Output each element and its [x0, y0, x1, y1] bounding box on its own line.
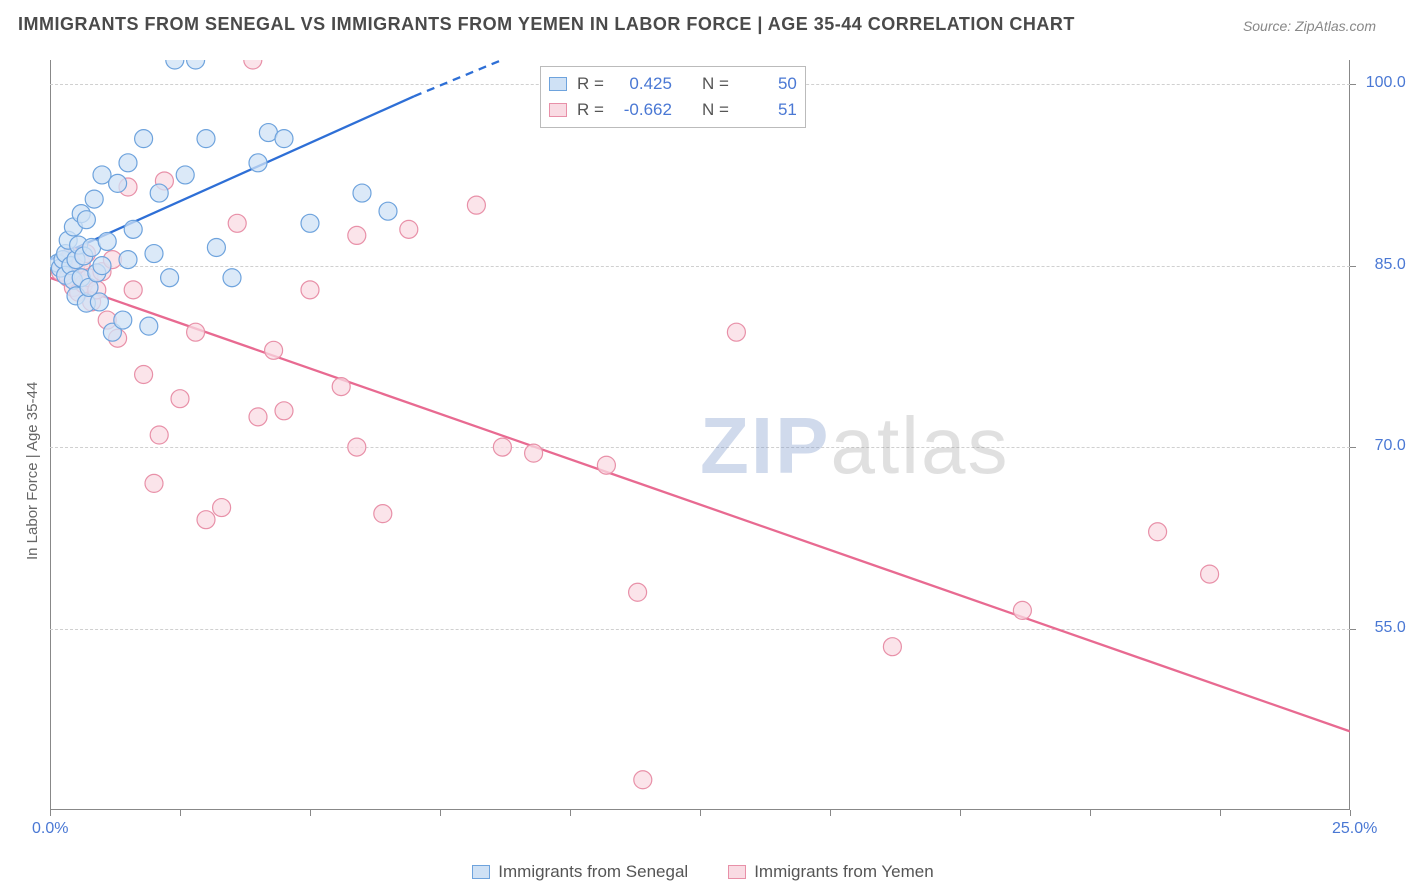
y-tick-label: 85.0% — [1375, 256, 1406, 274]
y-tick — [1350, 84, 1356, 85]
x-tick — [830, 810, 831, 816]
x-tick — [50, 810, 51, 816]
x-tick — [1350, 810, 1351, 816]
n-value-senegal: 50 — [739, 74, 797, 94]
r-label: R = — [577, 100, 604, 120]
x-tick — [180, 810, 181, 816]
y-tick — [1350, 629, 1356, 630]
legend-item-senegal: Immigrants from Senegal — [472, 862, 688, 882]
x-tick — [570, 810, 571, 816]
legend-label-yemen: Immigrants from Yemen — [754, 862, 934, 882]
legend-swatch-yemen — [549, 103, 567, 117]
y-tick — [1350, 447, 1356, 448]
chart-title: IMMIGRANTS FROM SENEGAL VS IMMIGRANTS FR… — [18, 14, 1075, 35]
y-tick-label: 55.0% — [1375, 619, 1406, 637]
x-tick — [960, 810, 961, 816]
legend-stats-row-yemen: R = -0.662 N = 51 — [549, 97, 797, 123]
n-label: N = — [702, 74, 729, 94]
source-label: Source: ZipAtlas.com — [1243, 18, 1376, 34]
legend-swatch-senegal — [549, 77, 567, 91]
legend-stats: R = 0.425 N = 50 R = -0.662 N = 51 — [540, 66, 806, 128]
y-axis-title: In Labor Force | Age 35-44 — [24, 382, 41, 560]
legend-item-yemen: Immigrants from Yemen — [728, 862, 934, 882]
legend-swatch-senegal — [472, 865, 490, 879]
n-label: N = — [702, 100, 729, 120]
r-label: R = — [577, 74, 604, 94]
x-tick-label: 0.0% — [32, 820, 68, 838]
legend-label-senegal: Immigrants from Senegal — [498, 862, 688, 882]
legend-stats-row-senegal: R = 0.425 N = 50 — [549, 71, 797, 97]
y-tick — [1350, 266, 1356, 267]
chart-svg — [50, 60, 1350, 810]
y-tick-label: 100.0% — [1366, 74, 1406, 92]
plot-area: 55.0%70.0%85.0%100.0% 0.0%25.0% ZIPatlas… — [50, 60, 1350, 810]
x-tick — [1220, 810, 1221, 816]
legend-series: Immigrants from Senegal Immigrants from … — [0, 862, 1406, 882]
legend-swatch-yemen — [728, 865, 746, 879]
x-tick — [440, 810, 441, 816]
n-value-yemen: 51 — [739, 100, 797, 120]
y-tick-label: 70.0% — [1375, 437, 1406, 455]
x-tick — [310, 810, 311, 816]
x-tick — [1090, 810, 1091, 816]
r-value-senegal: 0.425 — [614, 74, 672, 94]
x-tick-label: 25.0% — [1332, 820, 1377, 838]
r-value-yemen: -0.662 — [614, 100, 672, 120]
x-tick — [700, 810, 701, 816]
